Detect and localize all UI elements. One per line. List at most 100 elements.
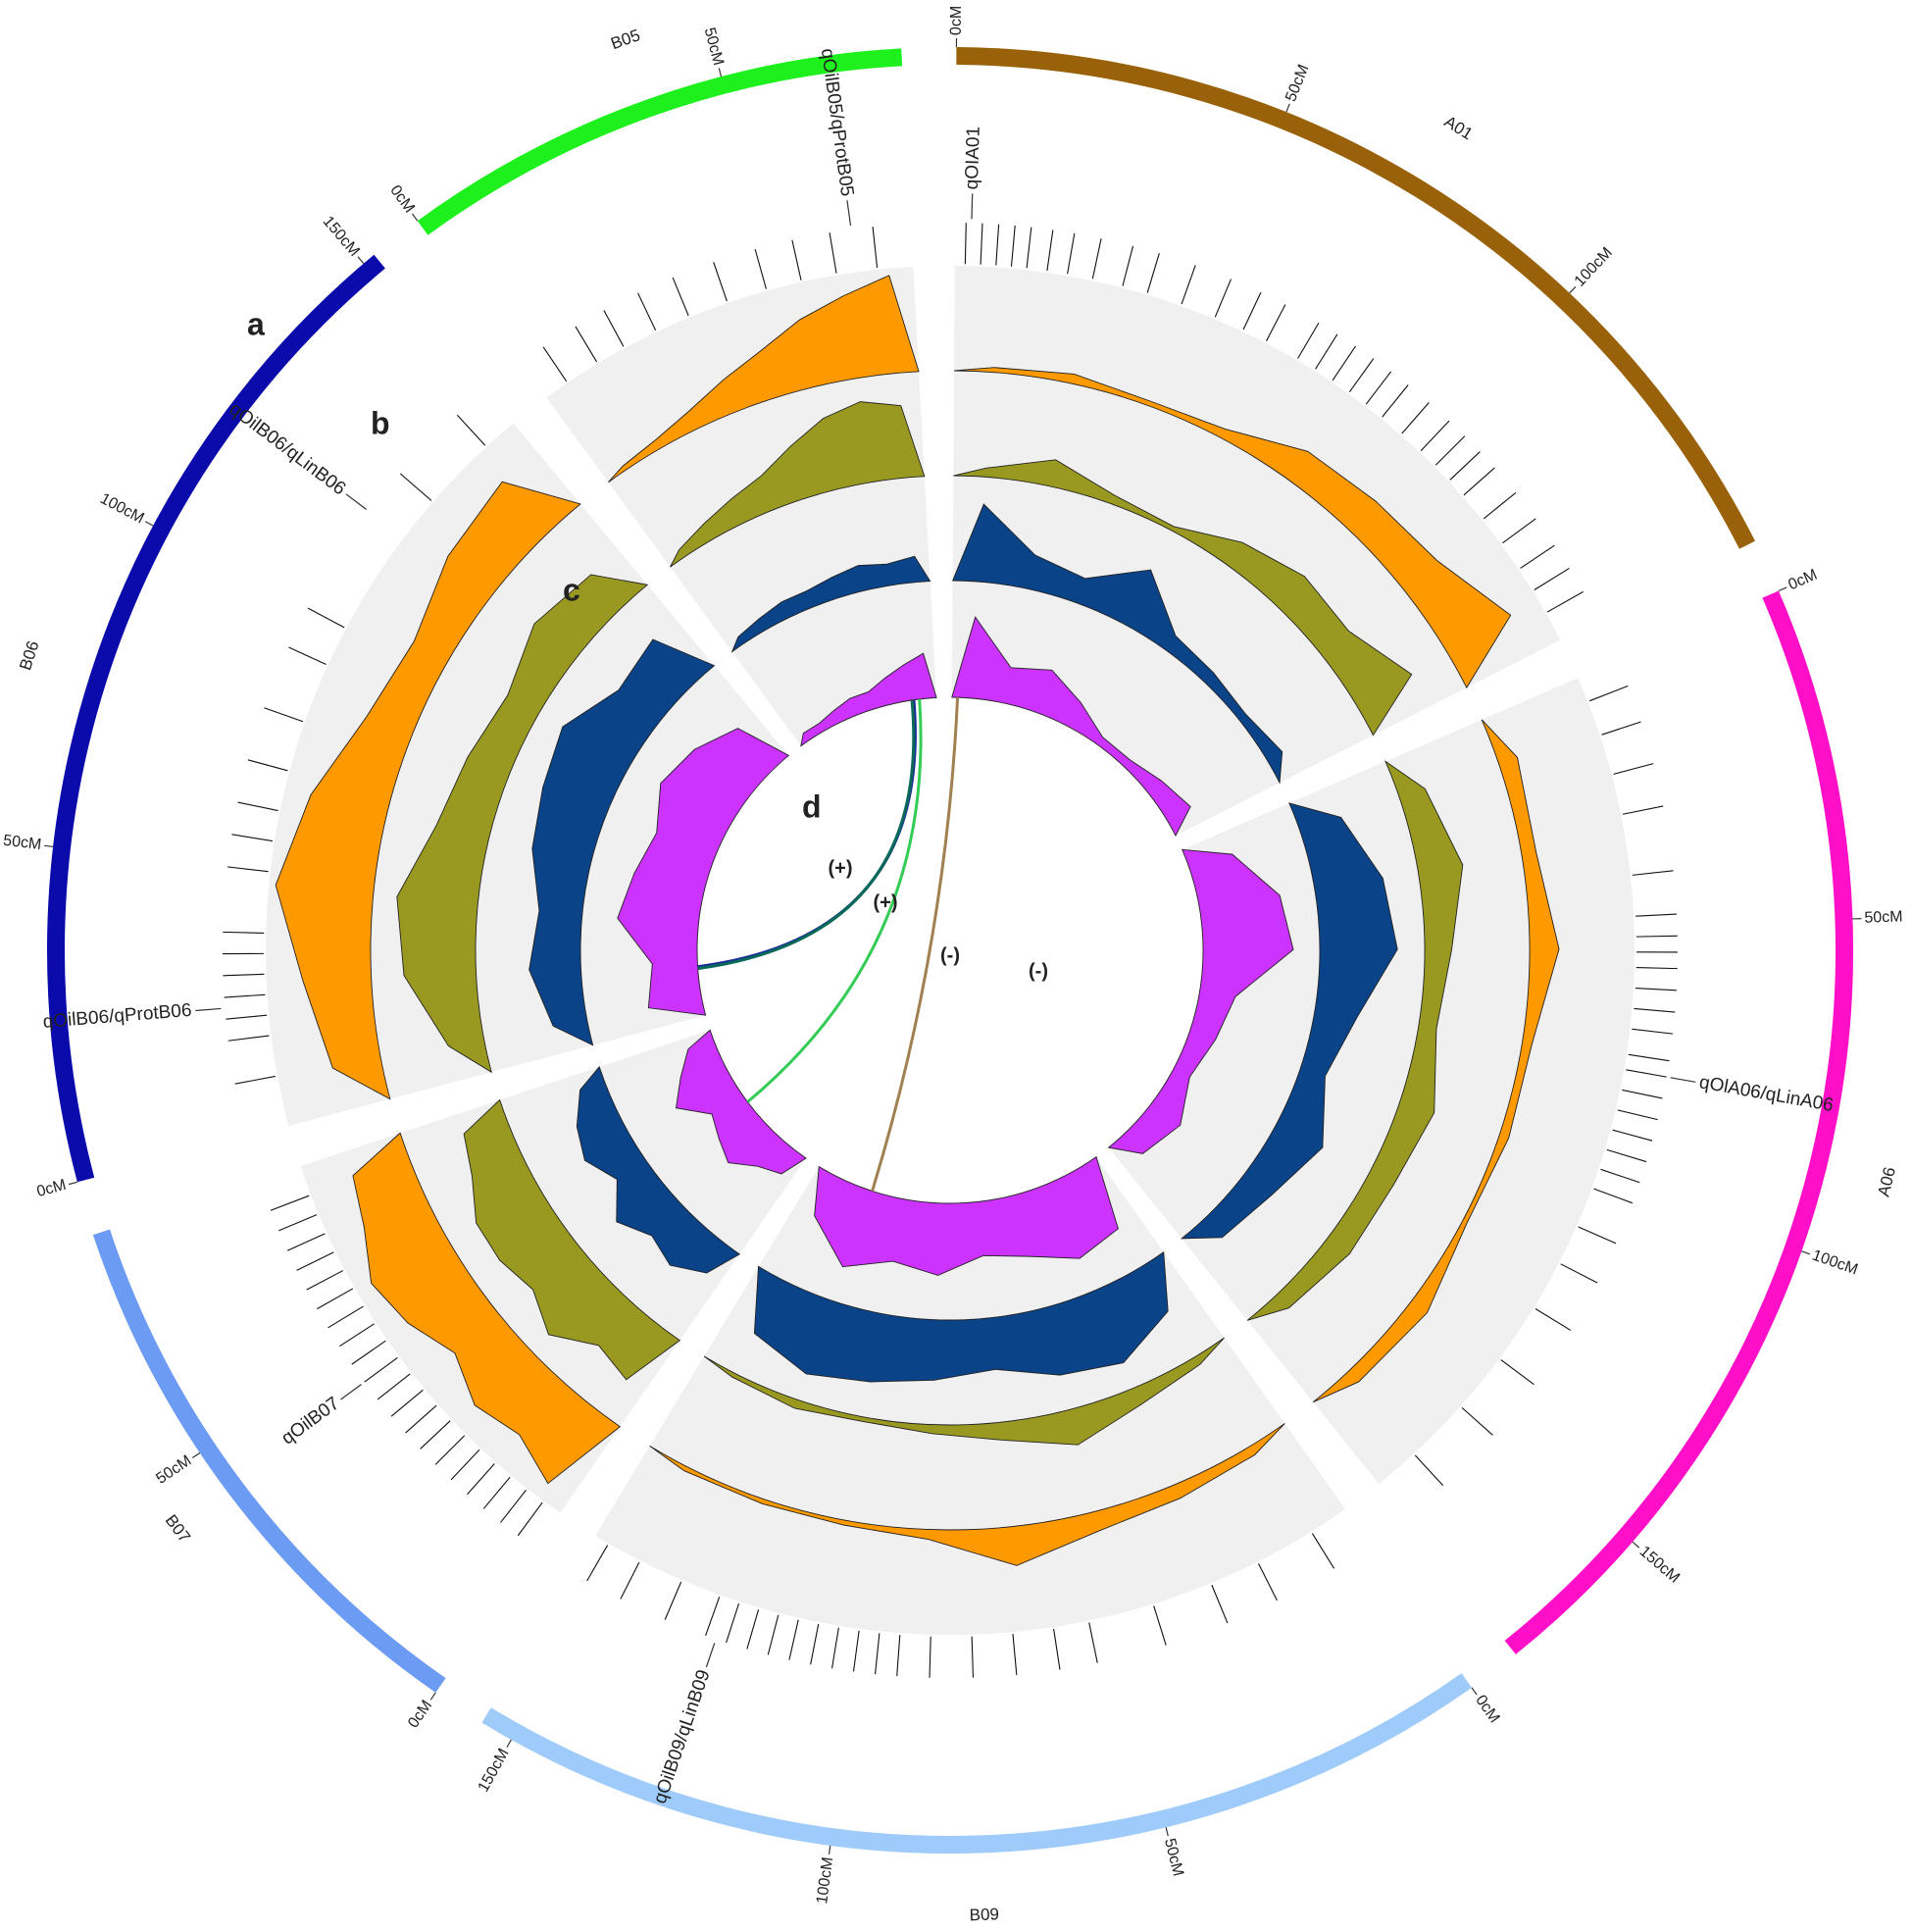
chromosome-arc [417,48,903,235]
marker-line [288,646,327,665]
marker-line [227,1035,270,1042]
marker-line [1500,1359,1535,1386]
marker-line [1067,232,1076,275]
qtl-label: qOilB09/qLinB09 [650,1667,715,1806]
marker-line [852,1630,860,1672]
marker-line [339,1323,375,1347]
marker-line [434,1435,466,1465]
marker-line [1628,1053,1670,1062]
tick-label: 0cM [1786,567,1820,594]
marker-line [1600,1168,1640,1184]
marker-line [1463,467,1495,496]
tick-mark [144,521,154,527]
marker-line [482,1476,511,1509]
marker-line [672,277,689,317]
marker-line [1622,1089,1663,1099]
link-label: (+) [829,857,853,879]
marker-line [224,993,266,998]
chromosome-name: B05 [608,25,642,53]
marker-line [1635,987,1677,991]
marker-line [351,1340,386,1365]
marker-line [405,1404,437,1434]
marker-line [1578,1226,1617,1245]
marker-line [872,227,879,269]
marker-line [603,310,625,347]
marker-line [450,1449,480,1481]
marker-line [830,1627,839,1669]
chromosome-name: A01 [1441,112,1477,143]
tick-label: 50cM [1161,1837,1186,1878]
marker-line [1606,1148,1647,1163]
marker-line [226,1014,268,1020]
marker-line [1535,1308,1572,1331]
density-track [953,459,1413,737]
marker-line [1613,763,1654,775]
chromosome-name: A06 [1874,1165,1899,1198]
marker-line [247,759,288,772]
marker-line [767,1614,780,1655]
density-track [703,1337,1225,1446]
marker-line [1502,518,1536,544]
density-track [1107,848,1294,1154]
marker-line [1483,491,1517,520]
marker-line [964,223,967,265]
marker-line [226,866,269,873]
marker-line [575,326,598,363]
tick-label: 150cM [475,1746,512,1795]
chromosome-name: B07 [162,1511,194,1547]
tick-label: 0cM [386,182,418,216]
marker-line [1588,685,1629,702]
marker-line [1010,225,1016,267]
marker-line [223,973,265,977]
marker-line [929,1636,931,1678]
marker-line [1258,1563,1278,1602]
marker-line [896,1635,901,1677]
chromosome-arc [1504,590,1853,1654]
qtl-tick [846,200,852,227]
marker-line [307,607,345,629]
marker-line [542,346,568,381]
marker-line [399,473,432,501]
marker-line [1626,1069,1667,1078]
marker-line [754,248,767,289]
marker-line [1635,913,1678,917]
marker-line [664,1581,682,1620]
density-track [954,367,1512,689]
chromosome-arc [47,254,385,1183]
density-track [814,1155,1119,1276]
marker-line [1632,870,1674,876]
tick-label: 50cM [153,1452,194,1488]
marker-line [223,931,265,934]
tick-mark [191,1452,201,1459]
density-track [753,1250,1169,1383]
marker-line [270,1195,310,1211]
marker-line [1401,402,1430,434]
tick-mark [1569,285,1577,294]
marker-line [467,1463,495,1496]
link [697,699,916,971]
marker-line [1520,544,1555,569]
marker-line [296,1251,334,1271]
qtl-tick [340,1384,362,1400]
marker-line [1635,967,1678,970]
density-track [730,555,931,653]
marker-line [705,1597,721,1637]
chromosome-name: B09 [969,1905,999,1924]
link-layer [697,697,960,1192]
density-track [617,728,790,1016]
tick-label: 50cM [701,25,727,67]
marker-line [788,1619,799,1660]
marker-line [1315,333,1338,370]
marker-line [620,1561,640,1600]
marker-line [1414,1454,1444,1487]
marker-line [586,1545,609,1582]
density-track [951,616,1191,838]
qtl-label: qOilB06/qLinB06 [226,399,349,500]
qtl-tick [705,1643,716,1668]
marker-line [980,223,983,265]
marker-line [1593,1188,1634,1204]
chromosome-arc [956,47,1755,549]
density-track [675,1029,807,1175]
marker-line [1461,1406,1493,1436]
